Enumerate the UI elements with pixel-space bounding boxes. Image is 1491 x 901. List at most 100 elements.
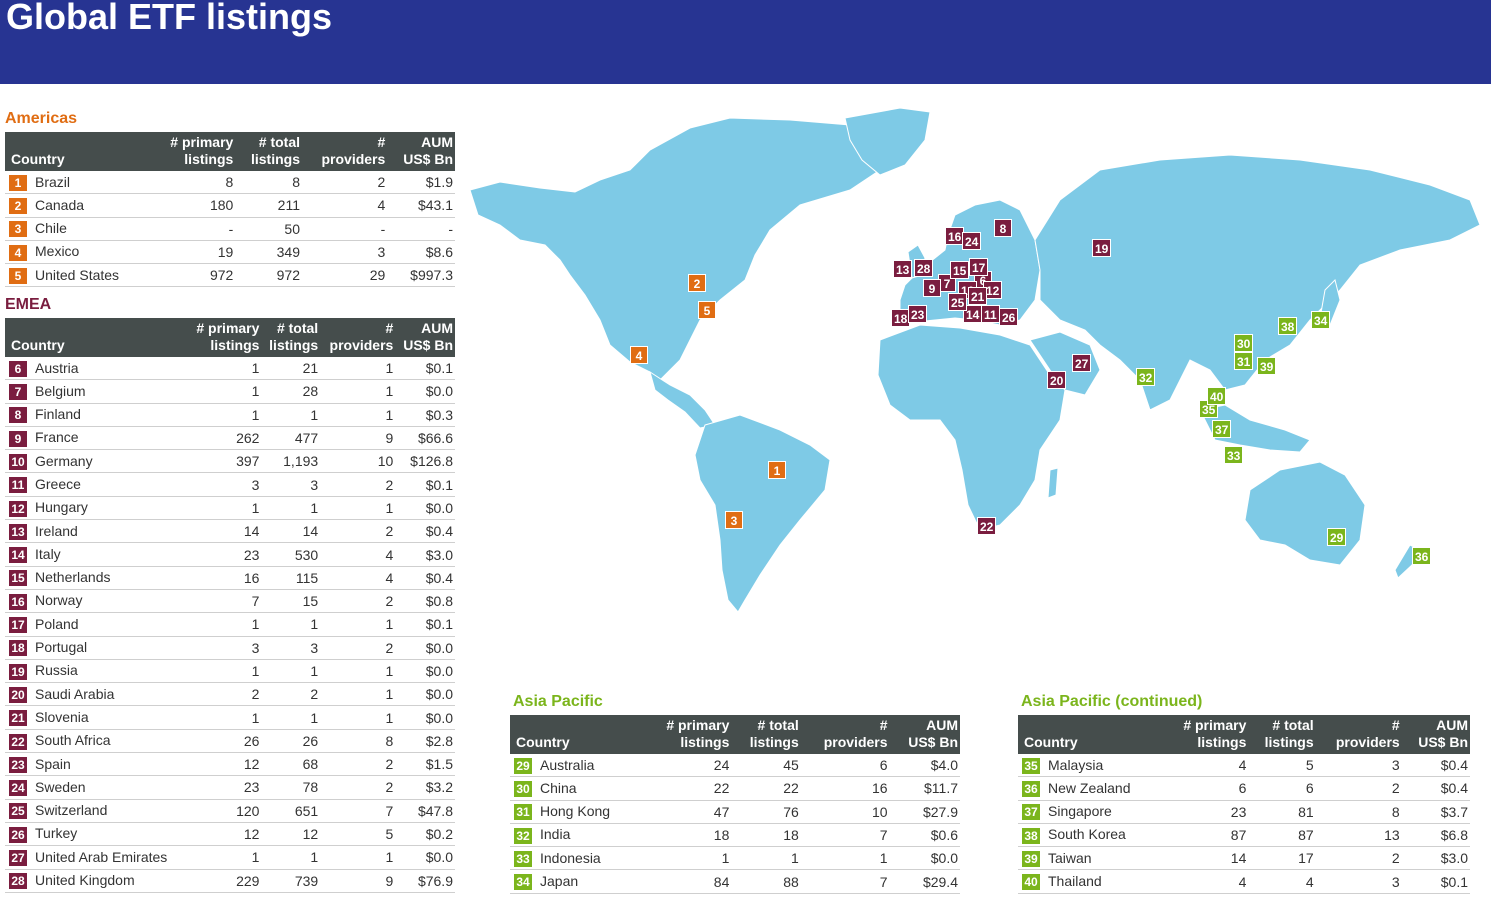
col-primary-header: # primary listings <box>1163 715 1249 754</box>
primary-listings-cell: 1 <box>187 379 262 404</box>
country-cell: 1 Brazil <box>5 171 151 195</box>
primary-listings-cell: 1 <box>187 357 262 381</box>
aum-cell: $29.4 <box>889 869 960 894</box>
country-number-badge: 30 <box>514 781 532 798</box>
providers-cell: 4 <box>320 566 396 590</box>
country-name: Saudi Arabia <box>35 685 115 702</box>
greenland-landmass <box>844 107 931 176</box>
table-row: 2 Canada 180 211 4 $43.1 <box>5 193 455 218</box>
country-number-badge: 31 <box>514 804 532 821</box>
providers-cell: 10 <box>320 449 396 474</box>
asia-pacific-continued-title: Asia Pacific (continued) <box>1021 693 1203 710</box>
col-total-header: # total listings <box>1248 715 1316 754</box>
country-number-badge: 35 <box>1022 757 1040 774</box>
africa-landmass <box>877 324 1066 531</box>
primary-listings-cell: 1 <box>187 705 262 730</box>
country-cell: 25 Switzerland <box>5 799 188 823</box>
map-marker-9: 9 <box>923 279 941 297</box>
country-number-badge: 7 <box>9 384 27 401</box>
providers-cell: 2 <box>1315 776 1402 801</box>
aum-cell: $0.1 <box>395 472 455 497</box>
country-number-badge: 8 <box>9 407 27 424</box>
total-listings-cell: 18 <box>731 823 801 848</box>
col-providers-header: # providers <box>320 318 396 357</box>
country-name: Russia <box>35 662 78 679</box>
total-listings-cell: 88 <box>731 869 801 894</box>
emea-title: EMEA <box>5 296 52 313</box>
table-header-row: Country # primary listings # total listings #… <box>1018 715 1470 754</box>
total-listings-cell: 12 <box>261 822 321 847</box>
country-name: South Korea <box>1048 826 1126 843</box>
primary-listings-cell: 47 <box>643 800 732 824</box>
aum-cell: $0.8 <box>395 589 455 614</box>
country-number-badge: 9 <box>9 430 27 447</box>
country-number-badge: 24 <box>9 780 27 797</box>
aum-cell: $0.0 <box>395 379 455 404</box>
aum-cell: $0.3 <box>395 403 455 427</box>
country-name: United States <box>35 266 120 283</box>
total-listings-cell: 8 <box>235 171 302 195</box>
col-aum-header: AUM US$ Bn <box>387 132 455 171</box>
country-cell: 40 Thailand <box>1018 869 1164 894</box>
country-number-badge: 1 <box>9 174 27 191</box>
aum-cell: - <box>387 217 455 241</box>
providers-cell: 3 <box>1315 754 1402 778</box>
country-number-badge: 10 <box>9 453 27 470</box>
table-row: 20 Saudi Arabia 2 2 1 $0.0 <box>5 682 455 707</box>
map-marker-28: 28 <box>914 259 934 277</box>
country-cell: 10 Germany <box>5 449 188 474</box>
map-marker-4: 4 <box>630 346 648 364</box>
table-row: 32 India 18 18 7 $0.6 <box>510 823 960 848</box>
aum-cell: $6.8 <box>1401 823 1470 848</box>
country-cell: 5 United States <box>5 263 151 288</box>
table-row: 21 Slovenia 1 1 1 $0.0 <box>5 705 455 730</box>
country-cell: 24 Sweden <box>5 775 188 800</box>
country-name: France <box>35 429 79 446</box>
table-row: 8 Finland 1 1 1 $0.3 <box>5 403 455 427</box>
country-cell: 36 New Zealand <box>1018 776 1164 801</box>
map-marker-22: 22 <box>977 517 997 535</box>
country-cell: 2 Canada <box>5 193 151 218</box>
aum-cell: $1.5 <box>395 752 455 777</box>
map-marker-19: 19 <box>1092 239 1112 257</box>
country-number-badge: 11 <box>9 477 27 494</box>
total-listings-cell: 477 <box>261 426 321 451</box>
total-listings-cell: 15 <box>261 589 321 614</box>
country-cell: 39 Taiwan <box>1018 846 1164 871</box>
providers-cell: 10 <box>800 800 890 824</box>
total-listings-cell: 211 <box>235 193 302 218</box>
central-america-landmass <box>649 370 716 429</box>
primary-listings-cell: 1 <box>187 845 262 870</box>
table-row: 18 Portugal 3 3 2 $0.0 <box>5 636 455 660</box>
providers-cell: 9 <box>320 869 396 893</box>
country-number-badge: 38 <box>1022 827 1040 844</box>
primary-listings-cell: 84 <box>643 869 732 894</box>
country-number-badge: 23 <box>9 756 27 773</box>
country-number-badge: 14 <box>9 547 27 564</box>
providers-cell: 7 <box>320 799 396 823</box>
providers-cell: 3 <box>302 240 388 265</box>
country-name: Portugal <box>35 639 88 656</box>
map-marker-40: 40 <box>1207 387 1227 405</box>
country-number-badge: 33 <box>514 850 532 867</box>
country-name: Finland <box>35 406 81 423</box>
total-listings-cell: 5 <box>1248 754 1316 778</box>
providers-cell: 9 <box>320 426 396 451</box>
asia-pacific-title: Asia Pacific <box>513 693 603 710</box>
country-name: United Arab Emirates <box>35 848 168 865</box>
country-cell: 9 France <box>5 426 188 451</box>
country-name: China <box>540 779 577 796</box>
aum-cell: $126.8 <box>395 449 455 474</box>
aum-cell: $0.1 <box>395 612 455 637</box>
table-row: 28 United Kingdom 229 739 9 $76.9 <box>5 869 455 893</box>
providers-cell: 16 <box>800 776 890 801</box>
country-name: South Africa <box>35 732 111 749</box>
country-number-badge: 3 <box>9 221 27 238</box>
map-marker-11: 11 <box>981 305 1000 323</box>
country-cell: 14 Italy <box>5 542 188 567</box>
col-country-header: Country <box>5 132 151 171</box>
aum-cell: $11.7 <box>889 776 960 801</box>
col-primary-header: # primary listings <box>643 715 732 754</box>
primary-listings-cell: 229 <box>187 869 262 893</box>
map-marker-5: 5 <box>698 301 716 319</box>
